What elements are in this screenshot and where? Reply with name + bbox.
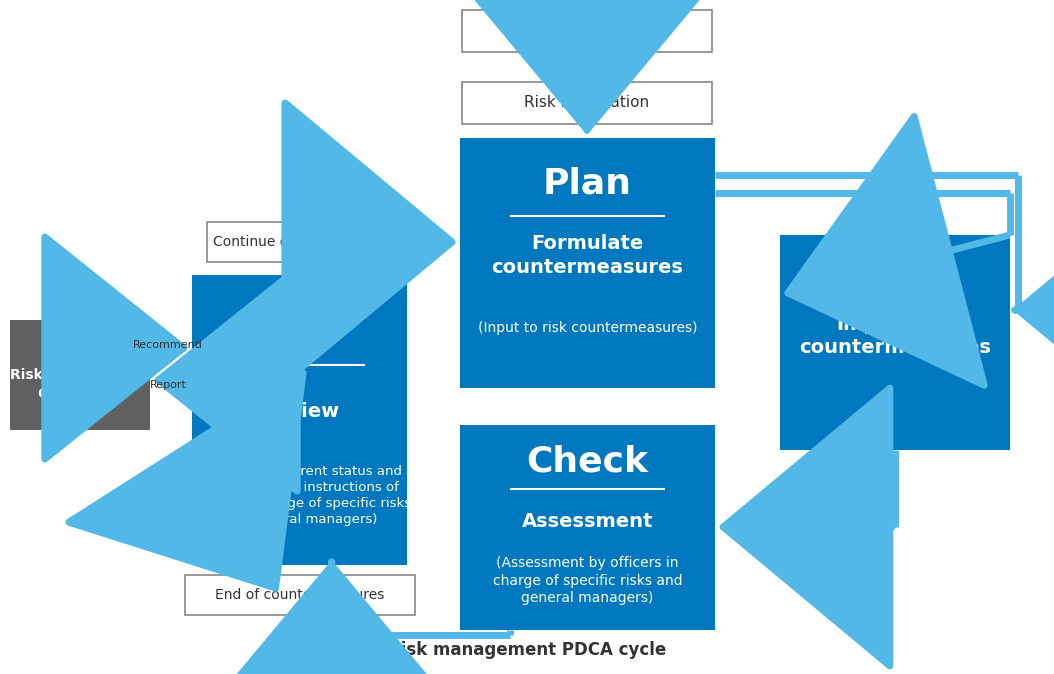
Text: Identify risks: Identify risks: [538, 24, 636, 38]
Text: (Assessment by officers in
charge of specific risks and
general managers): (Assessment by officers in charge of spe…: [492, 557, 682, 605]
Text: Implement
countermeasures: Implement countermeasures: [799, 315, 991, 357]
Text: (Input to risk countermeasures): (Input to risk countermeasures): [477, 321, 698, 335]
Bar: [460, 425, 715, 630]
Text: Report: Report: [150, 380, 187, 390]
Text: Plan: Plan: [543, 166, 632, 200]
Bar: [460, 138, 715, 388]
Text: Act: Act: [266, 310, 333, 344]
Text: Recommend: Recommend: [133, 340, 203, 350]
Text: Do: Do: [867, 257, 922, 290]
Text: Risk management PDCA cycle: Risk management PDCA cycle: [388, 641, 666, 659]
Text: Continue countermeasures: Continue countermeasures: [213, 235, 401, 249]
Text: Formulate
countermeasures: Formulate countermeasures: [491, 235, 683, 277]
Text: Check: Check: [527, 445, 648, 479]
Bar: [207, 222, 407, 262]
Bar: [462, 82, 713, 124]
Bar: [780, 235, 1010, 450]
Text: Review: Review: [260, 402, 339, 421]
Text: CRO
Risk Management
Committee: CRO Risk Management Committee: [9, 348, 150, 402]
Bar: [192, 275, 407, 565]
Text: Assessment: Assessment: [522, 512, 653, 531]
Bar: [186, 575, 415, 615]
Text: End of countermeasures: End of countermeasures: [215, 588, 385, 602]
Bar: [462, 10, 713, 52]
Bar: [9, 320, 150, 430]
Text: Risk registration: Risk registration: [525, 96, 649, 111]
Text: (Review the current status and
implement the instructions of
officers in charge : (Review the current status and implement…: [188, 465, 411, 526]
